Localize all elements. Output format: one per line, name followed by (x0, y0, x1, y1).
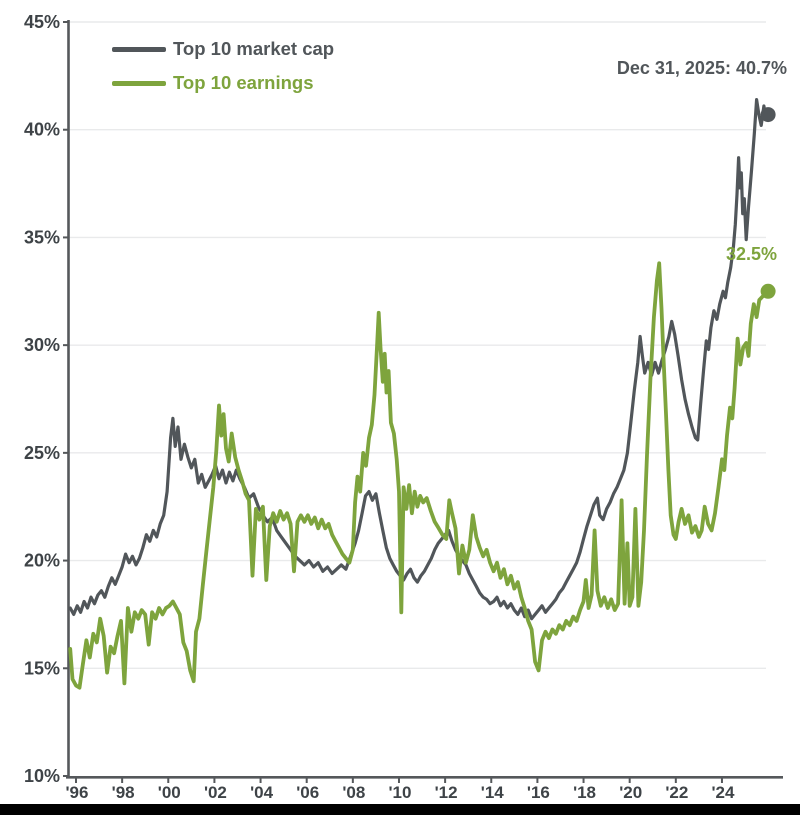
y-tick-label: 25% (24, 443, 60, 463)
x-tick-label: '10 (389, 783, 412, 802)
legend-label-market-cap: Top 10 market cap (173, 38, 335, 60)
footer-bar (0, 804, 800, 815)
y-tick-label: 30% (24, 335, 60, 355)
x-tick-label: '24 (711, 783, 734, 802)
series-line-top-10-market-cap (68, 97, 770, 621)
x-tick-label: '12 (435, 783, 458, 802)
end-marker-top-10-market-cap (760, 107, 776, 123)
y-tick-label: 35% (24, 227, 60, 247)
x-tick-label: '02 (204, 783, 227, 802)
legend-label-earnings: Top 10 earnings (173, 72, 314, 94)
y-tick-label: 20% (24, 551, 60, 571)
x-tick-label: '22 (665, 783, 688, 802)
legend-item-earnings: Top 10 earnings (112, 71, 334, 96)
x-tick-label: '08 (342, 783, 365, 802)
x-tick-label: '04 (250, 783, 273, 802)
legend-item-market-cap: Top 10 market cap (112, 37, 334, 62)
x-tick-label: '98 (112, 783, 135, 802)
y-tick-label: 45% (24, 12, 60, 32)
legend-swatch-market-cap (112, 47, 166, 52)
series-line-top-10-earnings (68, 261, 770, 690)
y-tick-label: 40% (24, 120, 60, 140)
legend: Top 10 market cap Top 10 earnings (112, 37, 334, 96)
x-tick-label: '18 (573, 783, 596, 802)
x-tick-label: '20 (619, 783, 642, 802)
annotation-market-cap-end: Dec 31, 2025: 40.7% (616, 58, 787, 78)
legend-swatch-earnings (112, 81, 166, 86)
end-marker-top-10-earnings (760, 283, 776, 299)
x-tick-label: '00 (158, 783, 181, 802)
x-tick-label: '16 (527, 783, 550, 802)
x-tick-label: '14 (481, 783, 504, 802)
annotation-earnings-end: 32.5% (726, 244, 778, 264)
x-tick-label: '06 (296, 783, 319, 802)
y-tick-label: 15% (24, 658, 60, 678)
y-tick-label: 10% (24, 766, 60, 786)
x-tick-label: '96 (66, 783, 89, 802)
